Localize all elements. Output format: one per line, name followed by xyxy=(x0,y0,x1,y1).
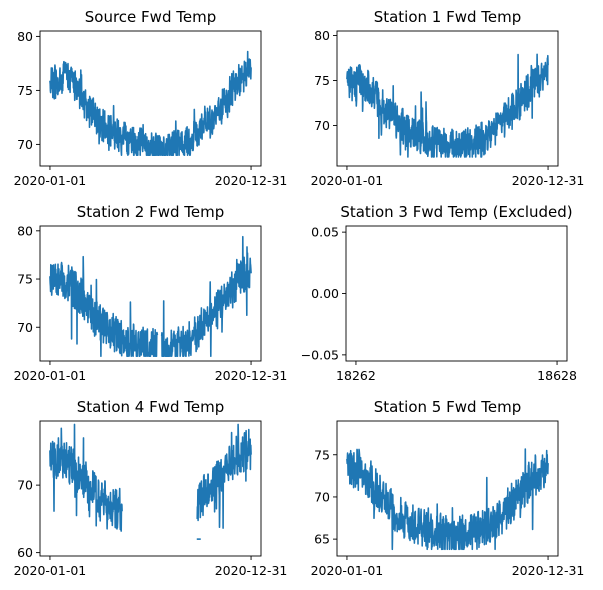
panel-1: Source Fwd Temp 70 75 80 2020-01-01 2020-12-3… xyxy=(14,8,288,188)
y-tick-label: 75 xyxy=(314,447,330,462)
y-tick-label: 75 xyxy=(314,73,330,88)
chart-title: Station 3 Fwd Temp (Excluded) xyxy=(340,203,572,221)
x-tick-label: 2020-12-31 xyxy=(512,563,585,578)
x-tick-label: 2020-01-01 xyxy=(14,173,87,188)
x-tick-label: 2020-01-01 xyxy=(14,563,87,578)
chart-title: Station 2 Fwd Temp xyxy=(77,203,225,221)
y-tick-label: 80 xyxy=(17,29,33,44)
y-tick-label: 75 xyxy=(17,272,33,287)
series-line xyxy=(346,53,549,158)
panel-2: Station 1 Fwd Temp 70 75 80 2020-01-01 2020-1… xyxy=(311,8,585,188)
x-tick-label: 18262 xyxy=(336,368,376,383)
chart-title: Station 1 Fwd Temp xyxy=(374,8,522,26)
y-tick-label: 70 xyxy=(17,320,33,335)
series-line xyxy=(49,423,252,532)
series-line xyxy=(49,50,252,156)
panel-4: Station 3 Fwd Temp (Excluded) −0.05 0.00 0.… xyxy=(301,203,577,383)
y-tick-label: 80 xyxy=(314,28,330,43)
axes-frame xyxy=(39,420,262,557)
axes-frame xyxy=(336,420,559,557)
x-tick-label: 2020-01-01 xyxy=(311,563,384,578)
y-tick-label: −0.05 xyxy=(301,347,339,362)
chart-title: Station 4 Fwd Temp xyxy=(77,398,225,416)
axes-frame xyxy=(336,30,559,167)
y-tick-label: 65 xyxy=(314,532,330,547)
y-tick-label: 80 xyxy=(17,223,33,238)
x-tick-label: 2020-12-31 xyxy=(512,173,585,188)
chart-title: Station 5 Fwd Temp xyxy=(374,398,522,416)
y-tick-label: 60 xyxy=(17,545,33,560)
chart-title: Source Fwd Temp xyxy=(85,8,216,26)
panel-6: Station 5 Fwd Temp 65 70 75 2020-01-01 2020-1… xyxy=(311,398,585,578)
x-tick-label: 18628 xyxy=(537,368,577,383)
y-tick-label: 70 xyxy=(17,137,33,152)
y-tick-label: 75 xyxy=(17,83,33,98)
y-tick-label: 70 xyxy=(314,118,330,133)
x-tick-label: 2020-12-31 xyxy=(215,368,288,383)
panel-3: Station 2 Fwd Temp 70 75 80 2020-01-01 2020-1… xyxy=(14,203,288,383)
x-tick-label: 2020-01-01 xyxy=(311,173,384,188)
panel-5: Station 4 Fwd Temp 60 70 2020-01-01 2020-12-… xyxy=(14,398,288,578)
y-tick-label: 0.05 xyxy=(311,225,339,240)
y-tick-label: 0.00 xyxy=(311,286,339,301)
axes-frame xyxy=(345,225,568,362)
x-tick-label: 2020-01-01 xyxy=(14,368,87,383)
series-line xyxy=(49,235,252,357)
y-tick-label: 70 xyxy=(314,489,330,504)
axes-frame xyxy=(39,30,262,167)
x-tick-label: 2020-12-31 xyxy=(215,563,288,578)
y-tick-label: 70 xyxy=(17,478,33,493)
x-tick-label: 2020-12-31 xyxy=(215,173,288,188)
axes-frame xyxy=(39,225,262,362)
series-line xyxy=(346,448,549,551)
